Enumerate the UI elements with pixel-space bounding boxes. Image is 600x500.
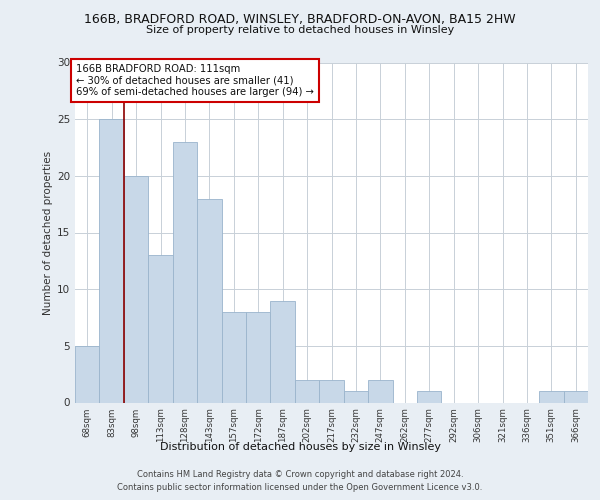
Bar — [417, 391, 442, 402]
Text: Contains HM Land Registry data © Crown copyright and database right 2024.: Contains HM Land Registry data © Crown c… — [137, 470, 463, 479]
Y-axis label: Number of detached properties: Number of detached properties — [43, 150, 53, 314]
Bar — [221, 312, 246, 402]
Bar — [539, 391, 563, 402]
Bar — [148, 255, 173, 402]
Bar — [100, 119, 124, 403]
Bar — [271, 300, 295, 402]
Bar — [246, 312, 271, 402]
Text: 166B BRADFORD ROAD: 111sqm
← 30% of detached houses are smaller (41)
69% of semi: 166B BRADFORD ROAD: 111sqm ← 30% of deta… — [76, 64, 314, 98]
Bar — [124, 176, 148, 402]
Bar — [173, 142, 197, 403]
Text: Distribution of detached houses by size in Winsley: Distribution of detached houses by size … — [160, 442, 440, 452]
Bar — [295, 380, 319, 402]
Text: Size of property relative to detached houses in Winsley: Size of property relative to detached ho… — [146, 25, 454, 35]
Bar — [344, 391, 368, 402]
Bar — [197, 198, 221, 402]
Bar — [368, 380, 392, 402]
Bar — [319, 380, 344, 402]
Text: Contains public sector information licensed under the Open Government Licence v3: Contains public sector information licen… — [118, 482, 482, 492]
Text: 166B, BRADFORD ROAD, WINSLEY, BRADFORD-ON-AVON, BA15 2HW: 166B, BRADFORD ROAD, WINSLEY, BRADFORD-O… — [84, 12, 516, 26]
Bar — [563, 391, 588, 402]
Bar — [75, 346, 100, 403]
